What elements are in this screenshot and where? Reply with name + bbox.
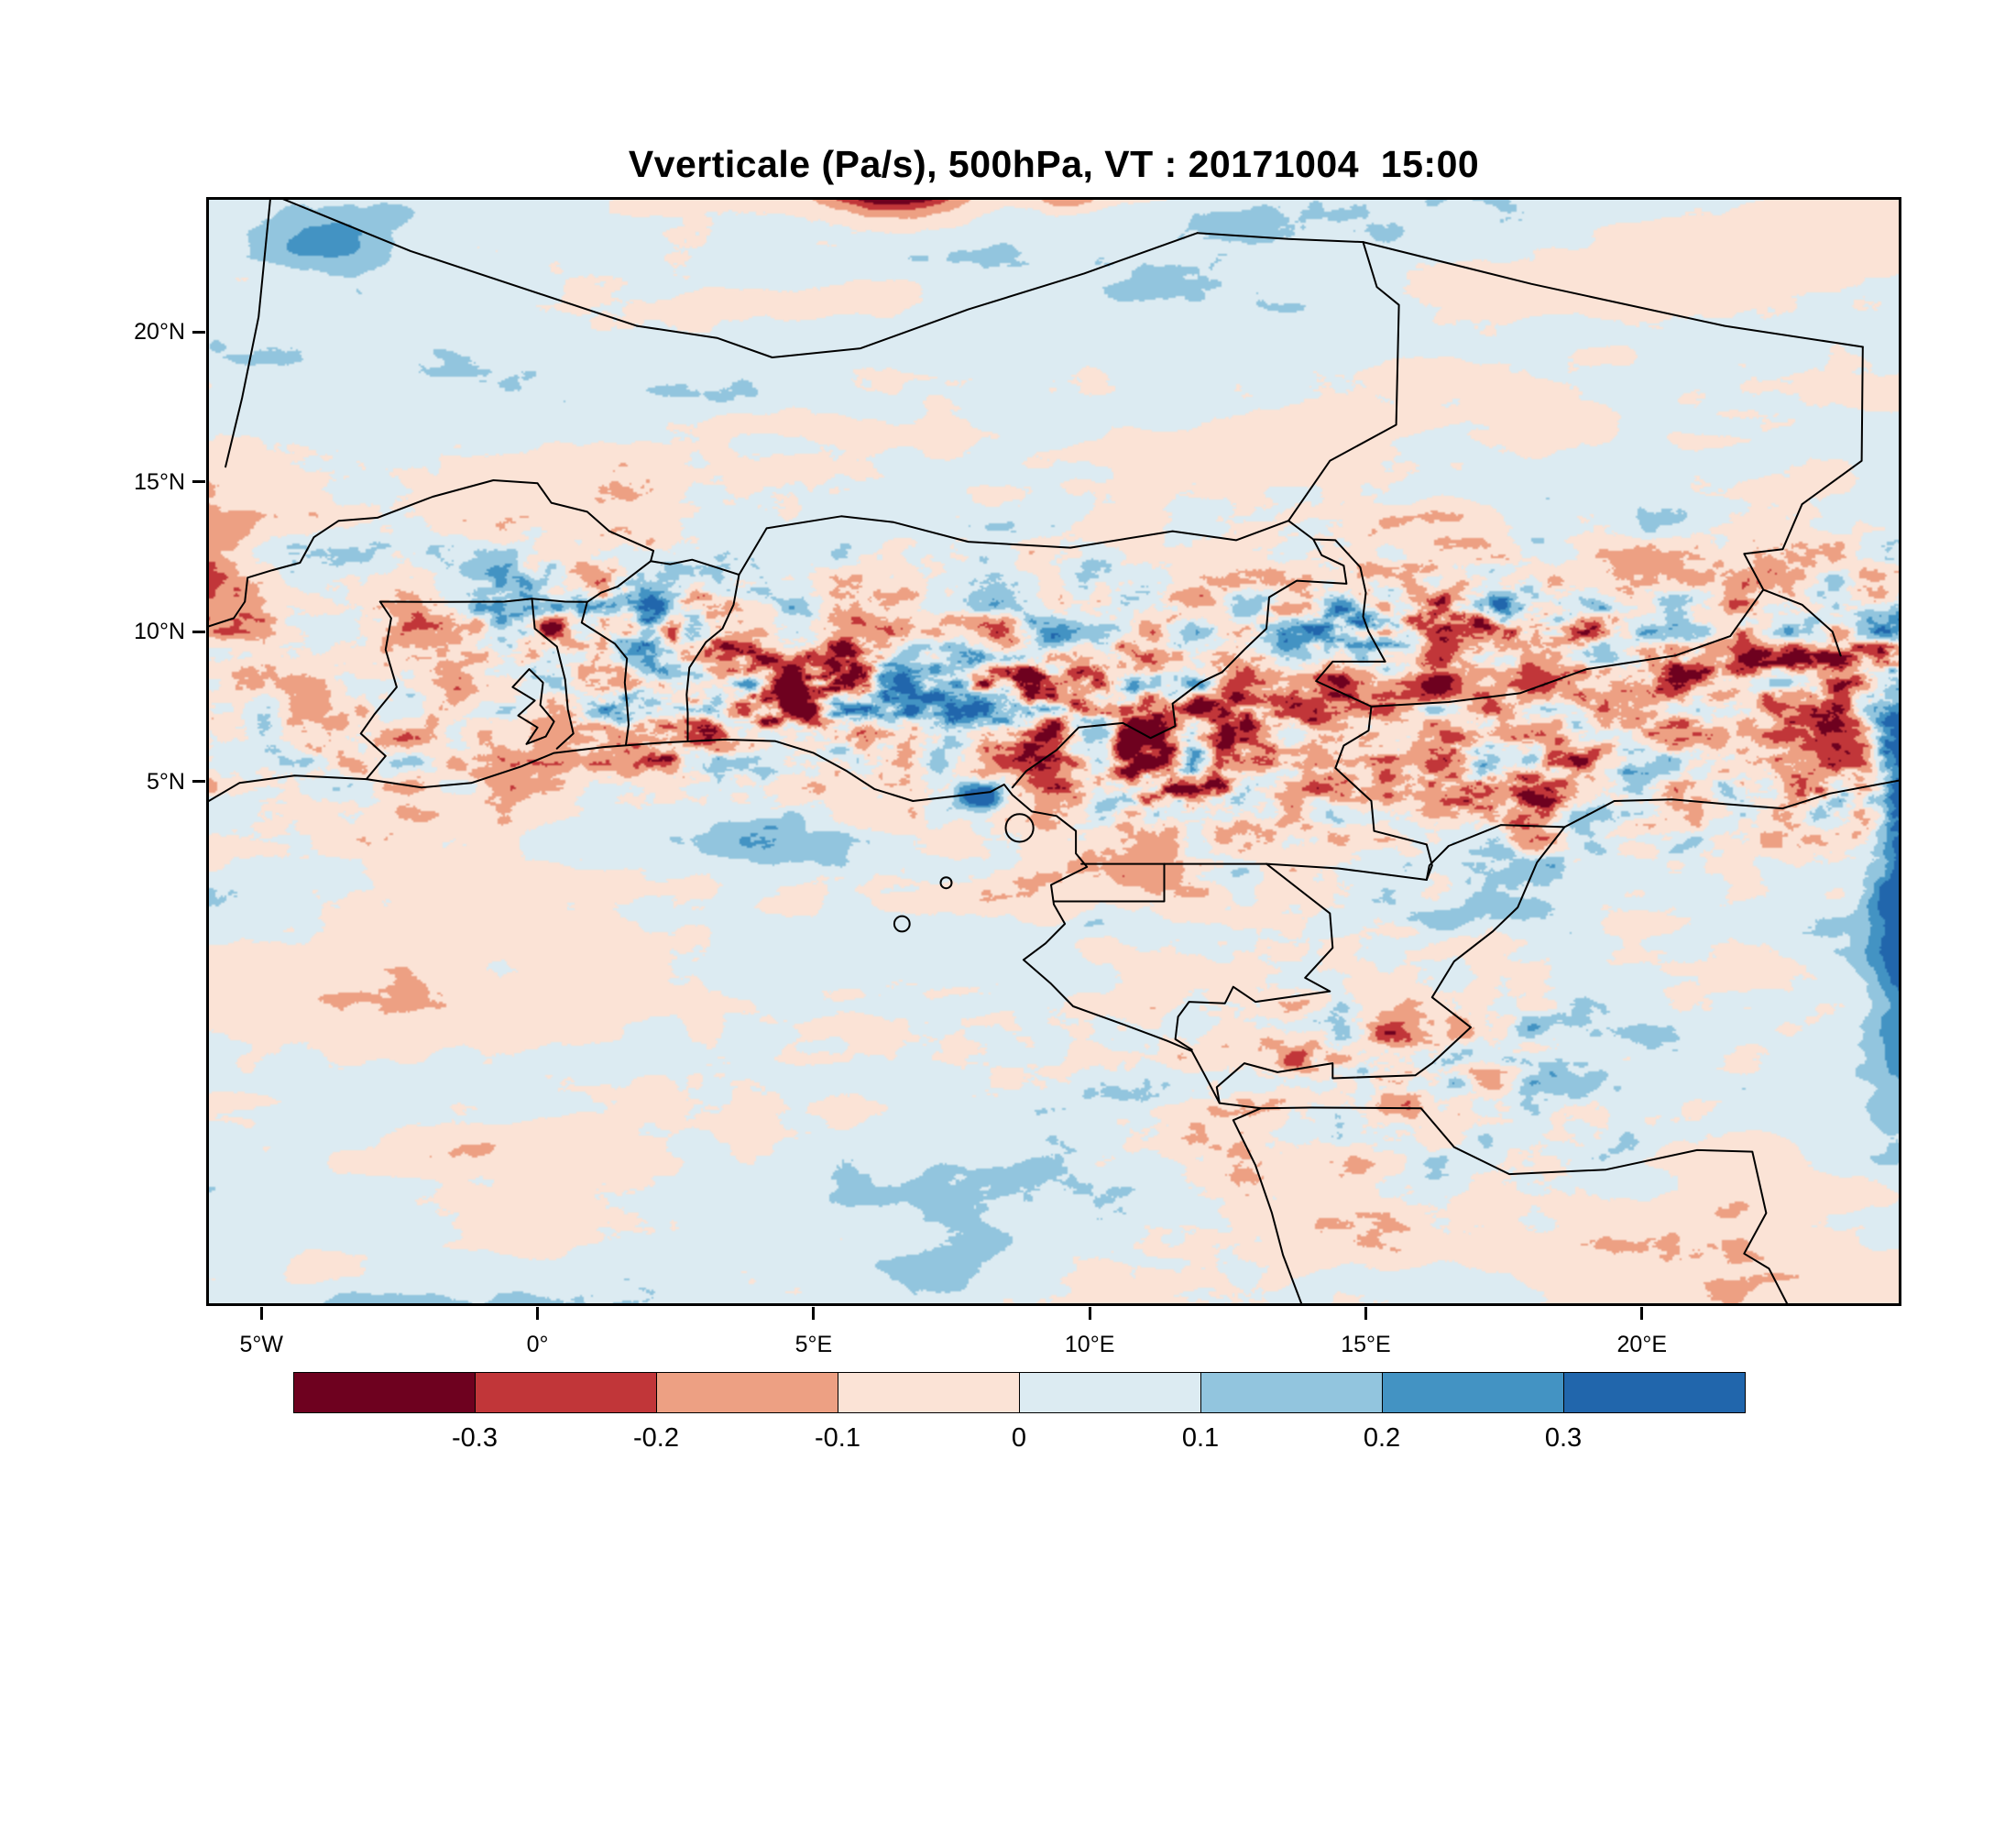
lat-tick xyxy=(192,780,205,784)
lon-tick-label: 20°E xyxy=(1616,1332,1667,1357)
colorbar-segment xyxy=(475,1372,657,1413)
colorbar-segment xyxy=(1019,1372,1201,1413)
lon-tick-label: 10°E xyxy=(1064,1332,1115,1357)
border-path xyxy=(1425,824,1566,881)
lon-tick xyxy=(1088,1307,1091,1320)
lon-tick xyxy=(1640,1307,1644,1320)
lat-tick xyxy=(192,480,205,484)
border-path xyxy=(1215,826,1566,1104)
map-frame xyxy=(206,197,1901,1306)
border-path xyxy=(586,560,652,603)
border-path xyxy=(1743,346,1864,657)
island-path xyxy=(939,876,953,890)
colorbar-tick-label: -0.3 xyxy=(452,1423,498,1453)
lon-tick-label: 5°W xyxy=(239,1332,284,1357)
border-path xyxy=(580,600,630,746)
map-plot xyxy=(206,197,1901,1306)
colorbar-tick-label: 0.3 xyxy=(1544,1423,1583,1453)
border-path xyxy=(1163,862,1428,881)
border-path xyxy=(685,574,740,741)
colorbar-segment xyxy=(656,1372,838,1413)
border-path xyxy=(738,515,1290,576)
lon-tick xyxy=(1364,1307,1367,1320)
border-path xyxy=(1174,862,1334,1051)
border-path xyxy=(359,600,398,781)
coastline-path xyxy=(206,738,1304,1306)
border-path xyxy=(1362,241,1864,348)
lon-tick-label: 0° xyxy=(526,1332,549,1357)
border-path xyxy=(1287,241,1400,522)
plot-title: Vverticale (Pa/s), 500hPa, VT : 20171004… xyxy=(628,143,1480,185)
border-path xyxy=(1312,538,1370,633)
lat-tick-label: 20°N xyxy=(134,319,185,346)
border-path xyxy=(378,598,588,603)
colorbar-tick-label: 0 xyxy=(1011,1423,1027,1453)
colorbar-segment xyxy=(838,1372,1020,1413)
border-path xyxy=(1260,1106,1790,1306)
colorbar-segment xyxy=(293,1372,476,1413)
border-path xyxy=(1011,520,1348,789)
border-path xyxy=(636,232,1199,358)
lon-tick xyxy=(812,1307,816,1320)
lat-tick xyxy=(192,630,205,633)
island-path xyxy=(1004,813,1035,843)
border-path xyxy=(225,197,272,468)
lat-tick-label: 5°N xyxy=(147,768,185,795)
island-path xyxy=(893,915,911,933)
lon-tick xyxy=(536,1307,540,1320)
colorbar-segment xyxy=(1563,1372,1746,1413)
border-path xyxy=(275,197,638,327)
map-overlay xyxy=(206,197,1901,1306)
border-path xyxy=(1315,588,1765,708)
border-path xyxy=(1563,779,1901,829)
border-path xyxy=(206,479,655,629)
colorbar-tick-label: 0.2 xyxy=(1363,1423,1401,1453)
border-path xyxy=(1053,862,1166,903)
border-path xyxy=(531,598,575,750)
lon-tick-label: 15°E xyxy=(1341,1332,1391,1357)
border-path xyxy=(650,558,740,576)
lake-volta-path xyxy=(511,668,555,745)
border-path xyxy=(1196,232,1364,244)
lat-tick xyxy=(192,330,205,334)
colorbar-tick-label: -0.1 xyxy=(815,1423,860,1453)
lon-tick xyxy=(259,1307,263,1320)
lat-tick-label: 15°N xyxy=(134,468,185,495)
colorbar-tick-label: 0.1 xyxy=(1181,1423,1220,1453)
colorbar-segment xyxy=(1382,1372,1564,1413)
border-path xyxy=(1334,705,1433,881)
colorbar-segment xyxy=(1200,1372,1383,1413)
lon-tick-label: 5°E xyxy=(794,1332,833,1357)
colorbar-tick-label: -0.2 xyxy=(633,1423,679,1453)
lat-tick-label: 10°N xyxy=(134,619,185,645)
